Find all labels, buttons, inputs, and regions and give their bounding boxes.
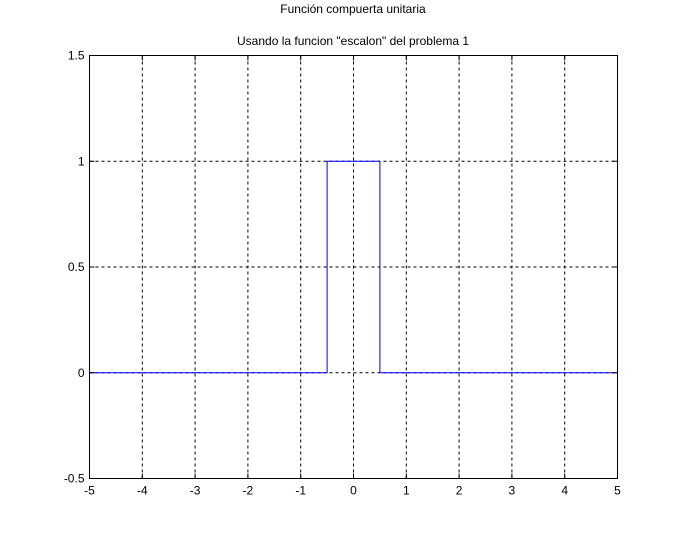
y-tick-label: 0.5: [68, 260, 85, 274]
tick-layer: -5 -4 -3 -2 -1 0 1 2 3 4 5 -0.5 0 0.5 1 1.5: [64, 49, 621, 498]
x-tick-label: 0: [350, 484, 357, 498]
y-tick-label: 1: [78, 154, 85, 168]
series-line-compuerta: [89, 160, 618, 374]
x-tick-label: -3: [190, 484, 201, 498]
x-tick-label: -2: [243, 484, 254, 498]
y-tick-label: -0.5: [64, 472, 85, 486]
chart-title: Función compuerta unitaria: [280, 2, 426, 16]
x-tick-label: 4: [561, 484, 568, 498]
x-tick-label: 3: [509, 484, 516, 498]
y-tick-label: 1.5: [68, 49, 85, 63]
x-tick-label: -4: [137, 484, 148, 498]
x-tick-label: -5: [84, 484, 95, 498]
x-tick-label: 2: [456, 484, 463, 498]
x-tick-label: -1: [295, 484, 306, 498]
y-tick-label: 0: [78, 366, 85, 380]
series-layer: [89, 160, 618, 374]
x-tick-label: 1: [403, 484, 410, 498]
chart-subtitle: Usando la funcion "escalon" del problema…: [237, 34, 469, 48]
x-tick-label: 5: [614, 484, 621, 498]
